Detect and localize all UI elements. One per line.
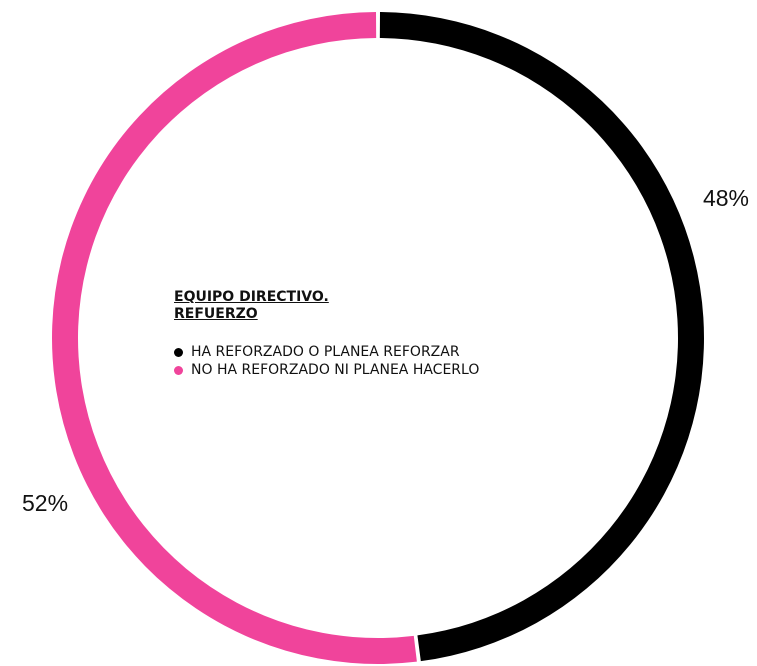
legend-list: HA REFORZADO O PLANEA REFORZAR NO HA REF…: [174, 343, 594, 379]
chart-title-line-1: EQUIPO DIRECTIVO.: [174, 289, 329, 305]
legend-label: NO HA REFORZADO NI PLANEA HACERLO: [191, 362, 480, 378]
legend-item-reforzado: HA REFORZADO O PLANEA REFORZAR: [174, 343, 594, 361]
legend-label: HA REFORZADO O PLANEA REFORZAR: [191, 344, 460, 360]
chart-legend: EQUIPO DIRECTIVO. REFUERZO HA REFORZADO …: [174, 289, 594, 379]
legend-dot-icon: [174, 347, 183, 357]
chart-title-line-2: REFUERZO: [174, 306, 258, 322]
slice-value-label-0: 48%: [703, 185, 749, 211]
legend-item-no-reforzado: NO HA REFORZADO NI PLANEA HACERLO: [174, 361, 594, 379]
chart-title: EQUIPO DIRECTIVO. REFUERZO: [174, 289, 364, 323]
slice-value-labels: 48% 52%: [22, 185, 749, 516]
legend-dot-icon: [174, 365, 183, 375]
slice-value-label-1: 52%: [22, 490, 68, 516]
